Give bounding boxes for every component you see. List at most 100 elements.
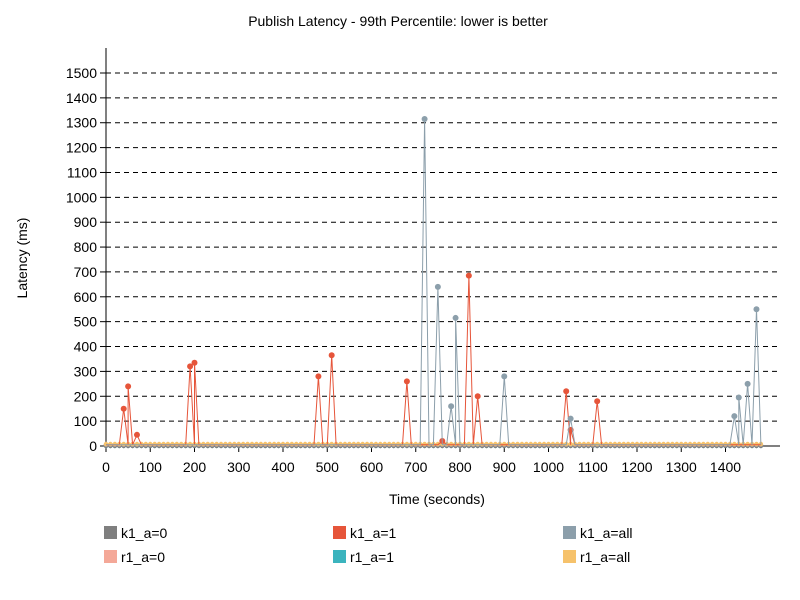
baseline-point [351, 441, 356, 447]
data-point [434, 283, 441, 290]
x-tick-label: 1400 [710, 459, 741, 475]
baseline-point [466, 441, 472, 447]
baseline-point [174, 441, 179, 447]
chart-title: Publish Latency - 99th Percentile: lower… [248, 13, 548, 29]
baseline-point [165, 441, 171, 447]
legend-label: r1_a=1 [350, 549, 394, 565]
baseline-point [373, 441, 379, 447]
data-point [474, 393, 481, 400]
baseline-point [387, 441, 392, 447]
x-tick-label: 200 [183, 459, 207, 475]
baseline-point [227, 441, 233, 447]
y-tick-label: 1200 [66, 140, 97, 156]
baseline-point [263, 441, 268, 447]
baseline-point [232, 441, 237, 447]
baseline-point [338, 441, 343, 447]
baseline-point [448, 441, 454, 447]
x-tick-label: 1000 [533, 459, 564, 475]
baseline-point [524, 441, 529, 447]
baseline-point [214, 441, 219, 447]
data-point [452, 314, 459, 321]
baseline-point [161, 441, 166, 447]
baseline-point [156, 441, 162, 447]
baseline-point [679, 441, 684, 447]
data-point [403, 378, 410, 385]
baseline-point [674, 441, 680, 447]
baseline-point [245, 441, 250, 447]
x-tick-label: 1300 [666, 459, 697, 475]
baseline-point [577, 441, 582, 447]
x-tick-label: 900 [493, 459, 517, 475]
baseline-point [289, 441, 295, 447]
baseline-point [249, 441, 255, 447]
data-point [120, 405, 127, 412]
baseline-point [258, 441, 264, 447]
baseline-point [121, 441, 126, 447]
baseline-point [665, 441, 671, 447]
x-tick-label: 100 [139, 459, 163, 475]
baseline-point [537, 441, 542, 447]
baseline-point [639, 441, 644, 447]
legend-label: r1_a=all [580, 549, 630, 565]
baseline-point [705, 441, 710, 447]
y-tick-label: 800 [74, 239, 98, 255]
baseline-point [360, 441, 365, 447]
baseline-point [612, 441, 618, 447]
data-point [563, 388, 570, 395]
data-point [753, 306, 760, 313]
baseline-point [143, 441, 149, 447]
y-tick-label: 600 [74, 289, 98, 305]
baseline-point [294, 441, 299, 447]
x-tick-label: 700 [404, 459, 428, 475]
baseline-point [648, 441, 653, 447]
data-point [191, 359, 198, 366]
baseline-point [347, 441, 352, 447]
legend-swatch-r1_a=0 [104, 550, 117, 563]
baseline-point [555, 441, 560, 447]
y-tick-label: 200 [74, 388, 98, 404]
baseline-point [718, 441, 724, 447]
x-tick-label: 400 [271, 459, 295, 475]
data-point [731, 413, 738, 420]
baseline-point [218, 441, 224, 447]
baseline-point [617, 441, 622, 447]
legend-label: k1_a=all [580, 525, 633, 541]
baseline-point [630, 441, 635, 447]
baseline-point [307, 441, 312, 447]
legend-swatch-k1_a=1 [333, 526, 346, 539]
x-tick-label: 1100 [578, 459, 608, 475]
baseline-point [152, 441, 157, 447]
data-point [133, 431, 140, 438]
baseline-point [692, 441, 697, 447]
legend-label: k1_a=1 [350, 525, 397, 541]
baseline-point [714, 441, 719, 447]
data-point [567, 415, 574, 422]
data-point [501, 373, 508, 380]
baseline-point [201, 441, 206, 447]
y-tick-label: 1300 [66, 115, 97, 131]
baseline-point [546, 441, 551, 447]
data-point [125, 383, 132, 390]
legend: k1_a=0 k1_a=1 k1_a=all r1_a=0 r1_a=1 r1_a=all [104, 525, 633, 565]
baseline-point [112, 441, 118, 447]
baseline-point [643, 441, 649, 447]
baseline-point [280, 441, 286, 447]
legend-swatch-k1_a=0 [104, 526, 117, 539]
baseline-point [356, 441, 361, 447]
baseline-point [103, 441, 109, 447]
baseline-point [594, 441, 600, 447]
series-line-k1_a=1 [106, 275, 761, 446]
gridlines [106, 72, 780, 422]
baseline-point [710, 441, 715, 447]
baseline-point [581, 441, 587, 447]
data-point [448, 403, 455, 410]
y-tick-label: 1400 [66, 90, 97, 106]
x-tick-label: 300 [227, 459, 251, 475]
baseline-point [484, 441, 489, 447]
legend-label: k1_a=0 [121, 525, 168, 541]
baseline-point [240, 441, 246, 447]
baseline-point [391, 441, 396, 447]
y-axis-title: Latency (ms) [14, 218, 30, 299]
baseline-point [413, 441, 418, 447]
